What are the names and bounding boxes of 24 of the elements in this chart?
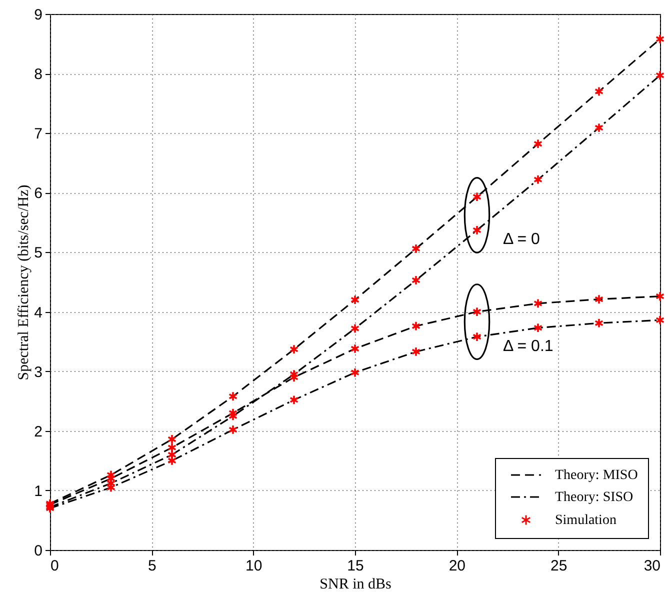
x-axis-title: SNR in dBs: [320, 576, 392, 592]
y-tick-label: 8: [34, 66, 42, 84]
y-tick-label: 2: [34, 423, 42, 440]
x-tick-label: 20: [448, 558, 466, 574]
legend-label: Theory: SISO: [555, 490, 634, 505]
x-tick-label: 30: [644, 558, 660, 574]
y-tick-label: 5: [34, 244, 42, 262]
y-tick-label: 6: [34, 185, 42, 202]
y-tick-label: 9: [34, 6, 42, 24]
y-tick-label: 7: [34, 126, 42, 143]
legend-label: Theory: MISO: [555, 468, 638, 483]
y-tick-label: 4: [34, 304, 42, 322]
y-tick-label: 3: [34, 364, 42, 381]
x-tick-label: 25: [550, 558, 568, 574]
y-axis-title: Spectral Efficiency (bits/sec/Hz): [16, 184, 32, 380]
y-tick-label: 1: [34, 482, 42, 500]
y-tick-label: 0: [34, 542, 42, 560]
x-tick-label: 5: [148, 558, 156, 574]
legend-label: Simulation: [555, 513, 616, 528]
annotation: Δ = 0.1: [503, 338, 554, 355]
x-tick-label: 15: [347, 558, 364, 574]
x-tick-label: 10: [245, 558, 262, 574]
annotation: Δ = 0: [503, 231, 540, 248]
x-tick-label: 0: [50, 558, 59, 574]
